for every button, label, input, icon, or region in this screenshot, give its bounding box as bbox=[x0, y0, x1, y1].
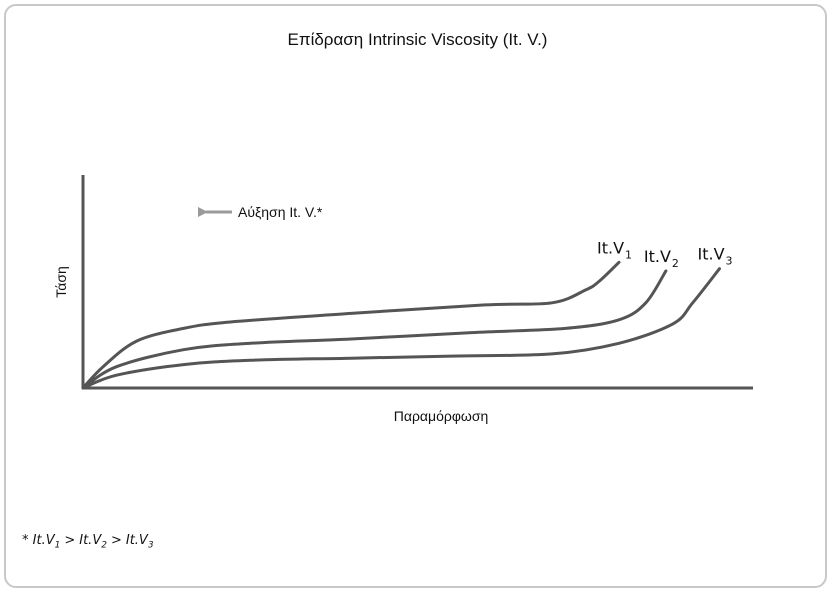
series-line-3 bbox=[81, 267, 721, 390]
series-label-sub-1: 1 bbox=[625, 248, 632, 261]
series-line-1 bbox=[81, 260, 621, 390]
series-label-base-2: It.V bbox=[644, 247, 671, 266]
x-axis-label: Παραμόρφωση bbox=[394, 408, 489, 424]
footnote-base-3: It.V bbox=[125, 533, 148, 548]
series-label-2: It.V2 bbox=[644, 247, 679, 270]
y-axis-label: Τάση bbox=[53, 266, 69, 298]
increase-annotation: Αύξηση It. V.* bbox=[238, 204, 323, 220]
series-label-1: It.V1 bbox=[597, 238, 632, 261]
chart-frame bbox=[4, 4, 827, 588]
footnote-star: * bbox=[22, 533, 33, 548]
footnote-gt-1: > bbox=[64, 533, 76, 548]
chart-title: Επίδραση Intrinsic Viscosity (It. V.) bbox=[287, 30, 548, 49]
series-label-sub-3: 3 bbox=[726, 255, 733, 268]
series-2: It.V2 bbox=[81, 247, 679, 390]
series-label-base-1: It.V bbox=[597, 238, 624, 257]
footnote: * It.V1 > It.V2 > It.V3 bbox=[22, 533, 154, 551]
footnote-sub-1: 1 bbox=[54, 540, 61, 551]
series-line-2 bbox=[81, 269, 668, 390]
footnote-sub-3: 3 bbox=[147, 540, 154, 551]
series-label-3: It.V3 bbox=[698, 245, 733, 268]
footnote-gt-2: > bbox=[110, 533, 122, 548]
footnote-base-1: It.V bbox=[32, 533, 55, 548]
footnote-base-2: It.V bbox=[79, 533, 102, 548]
series-label-base-3: It.V bbox=[698, 245, 725, 264]
series-label-sub-2: 2 bbox=[672, 257, 679, 270]
series-layer: It.V1 It.V2 It.V3 bbox=[81, 238, 733, 390]
series-1: It.V1 bbox=[81, 238, 632, 390]
footnote-sub-2: 2 bbox=[101, 540, 107, 551]
series-3: It.V3 bbox=[81, 245, 733, 390]
